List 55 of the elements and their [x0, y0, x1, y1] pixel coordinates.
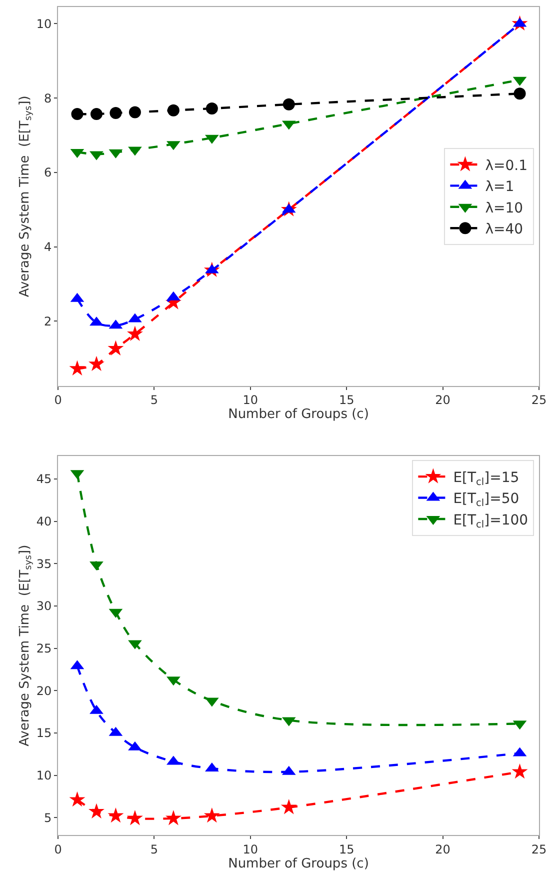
y-tick-label: 35 — [36, 556, 52, 571]
point — [512, 763, 528, 779]
point — [165, 810, 182, 826]
point — [90, 108, 102, 120]
x-tick-label: 15 — [338, 842, 354, 856]
y-tick-label: 20 — [36, 684, 52, 698]
x-tick-label: 5 — [150, 393, 158, 408]
y-tick-label: 4 — [44, 240, 52, 254]
legend-label: E[T$_{cl}$]=50 — [453, 491, 520, 510]
point — [280, 799, 297, 814]
y-tick-label: 10 — [36, 768, 52, 782]
point — [206, 102, 218, 114]
legend-label: λ=40 — [485, 222, 524, 238]
y-tick-label: 15 — [36, 726, 52, 740]
y-tick-label: 5 — [44, 810, 52, 825]
x-tick-label: 15 — [338, 393, 354, 408]
x-tick-label: 5 — [150, 842, 158, 856]
point — [126, 810, 143, 826]
x-tick-label: 10 — [242, 842, 258, 856]
y-tick-label: 6 — [44, 166, 52, 180]
y-tick-label: 2 — [44, 314, 52, 328]
point — [108, 807, 124, 823]
y-tick-label: 30 — [36, 599, 52, 614]
legend-label: E[T$_{cl}$]=15 — [453, 470, 520, 488]
y-tick-label: 25 — [36, 642, 52, 656]
x-tick-label: 20 — [435, 393, 450, 408]
legend-label: λ=10 — [485, 200, 524, 216]
point — [71, 108, 84, 120]
point — [128, 106, 141, 118]
point — [126, 326, 143, 341]
point — [69, 360, 86, 376]
legend-label: λ=0.1 — [485, 158, 528, 174]
y-tick-label: 45 — [36, 472, 52, 486]
point — [69, 791, 86, 807]
x-axis-title: Number of Groups (c) — [228, 407, 369, 422]
point — [514, 88, 526, 100]
point — [88, 803, 104, 818]
point — [282, 98, 295, 110]
legend-label: λ=1 — [485, 179, 514, 196]
x-tick-label: 25 — [531, 842, 547, 856]
x-tick-label: 25 — [531, 393, 547, 408]
legend-label: E[T$_{cl}$]=100 — [453, 512, 528, 530]
x-axis-title: Number of Groups (c) — [228, 856, 369, 872]
x-tick-label: 20 — [435, 842, 450, 856]
point — [204, 807, 220, 823]
x-tick-label: 0 — [54, 842, 62, 856]
y-tick-label: 10 — [36, 16, 52, 31]
x-tick-label: 0 — [54, 393, 62, 408]
point — [108, 340, 124, 356]
point — [110, 106, 122, 119]
x-tick-label: 10 — [242, 393, 258, 408]
point — [167, 104, 180, 116]
point — [88, 356, 104, 372]
y-tick-label: 40 — [36, 514, 52, 529]
y-tick-label: 8 — [44, 91, 52, 106]
